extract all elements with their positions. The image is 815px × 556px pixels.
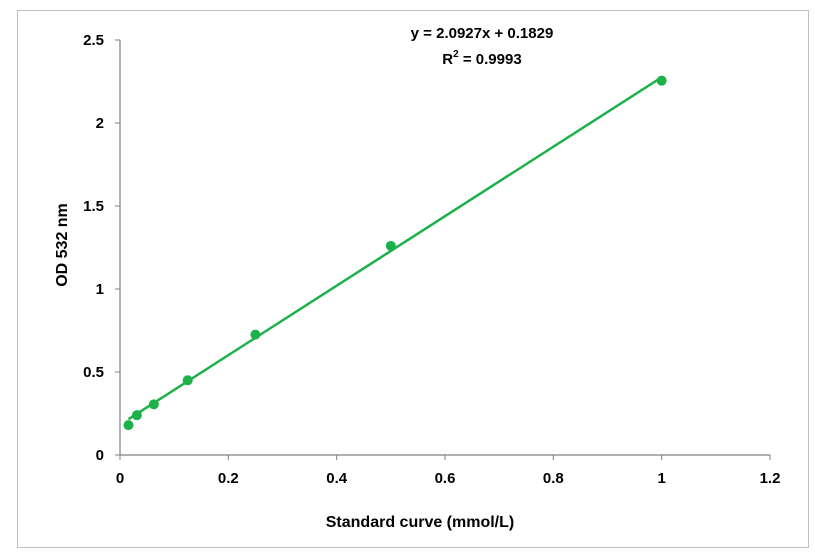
trendline-equation: y = 2.0927x + 0.1829 [411, 25, 554, 42]
chart-frame [17, 10, 809, 548]
x-tick-label: 1 [657, 470, 665, 487]
data-point [123, 420, 134, 431]
r-squared-label: R2 = 0.9993 [442, 49, 521, 68]
y-tick-label: 1 [96, 281, 104, 298]
r-squared-superscript: 2 [453, 49, 459, 60]
x-axis-title: Standard curve (mmol/L) [326, 514, 514, 531]
y-axis-title: OD 532 nm [54, 203, 71, 287]
y-tick-label: 1.5 [83, 198, 104, 215]
data-point [250, 329, 261, 340]
r-squared-value: = 0.9993 [459, 51, 522, 68]
y-tick-label: 0 [96, 447, 104, 464]
data-point [385, 240, 396, 251]
y-tick-label: 2 [96, 115, 104, 132]
x-tick-label: 0.2 [218, 470, 239, 487]
x-axis-ticks: 0 0.2 0.4 0.6 0.8 1 1.2 [116, 455, 781, 487]
y-tick-label: 0.5 [83, 364, 104, 381]
x-tick-label: 0.4 [326, 470, 348, 487]
x-tick-label: 0.8 [543, 470, 564, 487]
y-tick-label: 2.5 [83, 32, 104, 49]
data-point [182, 375, 193, 386]
data-point [148, 399, 159, 410]
x-tick-label: 0.6 [435, 470, 456, 487]
x-tick-label: 1.2 [760, 470, 781, 487]
r-squared-prefix: R [442, 51, 453, 68]
data-point [656, 75, 667, 86]
data-point [131, 410, 142, 421]
data-points [123, 75, 667, 431]
x-tick-label: 0 [116, 470, 124, 487]
y-axis-ticks: 0 0.5 1 1.5 2 2.5 [83, 32, 120, 464]
